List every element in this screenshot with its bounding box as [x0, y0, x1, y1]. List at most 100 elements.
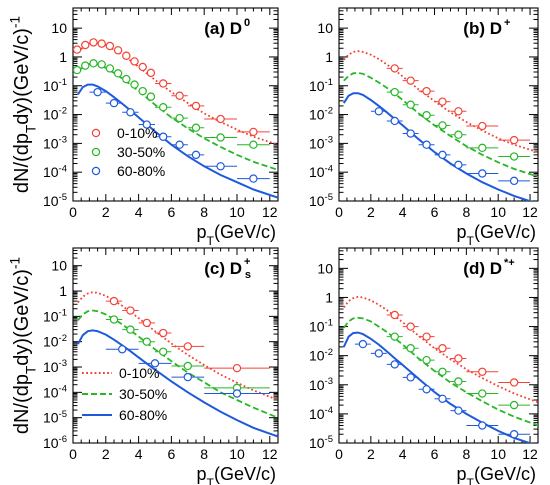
data-point [142, 337, 151, 346]
y-tick-label: 1 [59, 283, 67, 299]
y-tick-label: 10-1 [309, 77, 333, 94]
data-point [509, 378, 519, 387]
x-axis-label-part: (GeV/c) [474, 464, 536, 484]
x-axis-label: pT(GeV/c) [196, 222, 276, 248]
data-point [97, 39, 106, 48]
x-tick-label: 4 [135, 204, 143, 220]
particle-sup: + [244, 256, 250, 268]
x-axis-label: pT(GeV/c) [456, 222, 536, 248]
y-axis-label: dN/(dpTdy)(GeV/c)-1 [8, 257, 39, 434]
data-point [81, 40, 90, 50]
data-point [126, 325, 135, 334]
legend-label: 30-50% [117, 144, 165, 160]
y-tick-label-part: 10 [43, 78, 59, 94]
x-axis-label: pT(GeV/c) [196, 464, 276, 485]
data-point [130, 80, 139, 89]
y-tick-label-part: 10 [43, 410, 59, 426]
series-line-30-50% [343, 71, 538, 178]
y-axis-label-part: T [24, 366, 39, 374]
series-line-60-80% [77, 329, 278, 438]
data-point [191, 101, 201, 111]
data-point [146, 68, 156, 78]
series-line-60-80% [77, 83, 278, 199]
data-point [438, 97, 447, 106]
data-point [183, 342, 192, 351]
data-point [150, 359, 160, 368]
legend-markers: 0-10% 30-50% 60-80% [91, 125, 165, 179]
data-point [406, 129, 415, 138]
data-point [216, 162, 225, 171]
data-point [105, 41, 115, 51]
y-tick-label-part: 10 [309, 107, 325, 123]
y-tick-label: 10-2 [309, 106, 333, 123]
legend-marker-60-80% [91, 166, 101, 176]
panel-label: (b) D [463, 19, 502, 38]
data-point [406, 373, 415, 382]
x-tick-label: 6 [168, 204, 176, 220]
data-point [158, 79, 168, 88]
y-tick-label-part: -3 [59, 358, 67, 369]
y-tick-label-part: 10 [309, 193, 325, 209]
x-tick-label: 8 [200, 204, 208, 220]
data-point [390, 116, 399, 126]
legend-label: 30-50% [119, 386, 167, 402]
x-tick-label: 2 [102, 446, 110, 462]
data-point [438, 150, 447, 160]
data-point [97, 60, 106, 69]
data-point [478, 169, 487, 178]
data-point [249, 127, 258, 137]
y-tick-label-part: 10 [309, 377, 325, 393]
x-tick-label: 10 [229, 446, 245, 462]
data-point [478, 367, 487, 376]
y-tick-label: 10-6 [43, 434, 67, 451]
x-axis-label-part: T [467, 476, 475, 485]
data-point [191, 150, 201, 160]
data-point [126, 306, 135, 315]
y-axis-label-part: dN/(dp [11, 374, 33, 434]
data-point [438, 121, 447, 130]
y-tick-label-part: 1 [325, 289, 333, 305]
data-point [232, 389, 242, 398]
series-line-0-10% [77, 291, 278, 401]
panel-label: (a) D [204, 19, 242, 38]
data-point [175, 91, 184, 100]
y-tick-label-part: -6 [59, 434, 67, 445]
x-tick-label: 4 [135, 446, 143, 462]
plot-frame [72, 7, 279, 202]
x-axis-label-part: T [467, 234, 475, 248]
data-point [422, 355, 431, 365]
y-axis-label-part: T [24, 125, 39, 133]
data-point [142, 120, 151, 129]
y-tick-label: 10-2 [309, 347, 333, 364]
data-point [109, 98, 119, 108]
x-tick-label: 12 [262, 204, 278, 220]
data-point [232, 363, 242, 373]
data-point [89, 38, 98, 47]
y-tick-label: 10-5 [309, 434, 333, 451]
y-tick-label: 10-4 [309, 163, 334, 180]
y-tick-label: 10 [317, 260, 333, 276]
x-axis-label-part: (GeV/c) [214, 222, 276, 242]
data-point [509, 152, 519, 161]
x-tick-label: 12 [522, 446, 538, 462]
x-axis-label-part: (GeV/c) [474, 222, 536, 242]
x-tick-label: 12 [262, 446, 278, 462]
x-axis-label-part: p [196, 464, 206, 484]
y-tick-label-part: 10 [51, 20, 67, 36]
x-tick-label: 2 [102, 204, 110, 220]
y-tick-label: 10-2 [43, 106, 67, 123]
data-point [142, 318, 151, 328]
y-tick-label-part: -1 [59, 77, 67, 88]
y-tick-label-part: 10 [43, 193, 59, 209]
y-tick-label-part: 10 [43, 334, 59, 350]
y-tick-label: 1 [59, 49, 67, 65]
data-point [406, 322, 415, 331]
x-axis-label-part: p [456, 222, 466, 242]
data-point [478, 121, 487, 131]
x-tick-label: 2 [367, 204, 375, 220]
legend-label: 60-80% [119, 407, 167, 423]
plot-area [342, 50, 538, 201]
data-point [509, 135, 519, 145]
data-point [454, 130, 463, 139]
y-tick-label-part: -5 [325, 192, 333, 203]
